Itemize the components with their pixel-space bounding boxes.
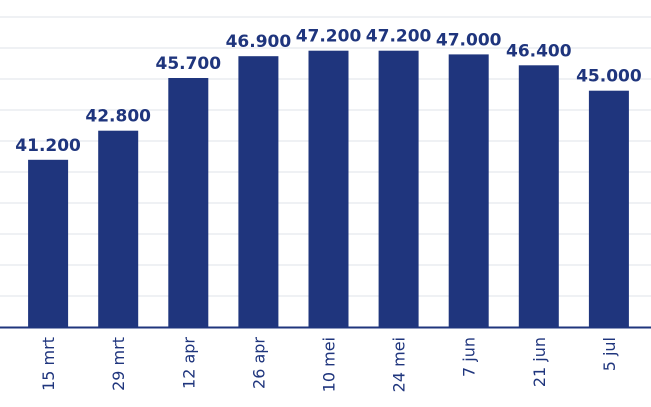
x-tick-label: 15 mrt — [39, 337, 58, 391]
bar-26-apr — [238, 56, 279, 327]
bar-7-jun — [448, 54, 489, 328]
bar-5-jul — [588, 90, 629, 327]
bar-10-mei — [308, 50, 349, 327]
x-tick-label: 21 jun — [530, 337, 549, 387]
x-tick-label: 7 jun — [460, 337, 479, 377]
bar-12-apr — [168, 78, 209, 327]
bar-29-mrt — [98, 130, 139, 327]
data-label: 41.200 — [15, 136, 81, 156]
data-label: 46.400 — [506, 41, 572, 61]
x-tick-label: 12 apr — [179, 337, 198, 389]
data-label: 46.900 — [226, 32, 292, 52]
data-label: 42.800 — [85, 107, 151, 127]
data-label: 45.700 — [155, 54, 221, 74]
x-tick-label: 29 mrt — [109, 337, 128, 391]
data-label: 47.200 — [366, 27, 432, 47]
x-tick-label: 24 mei — [390, 337, 409, 392]
x-tick-label: 5 jul — [600, 337, 619, 371]
bars — [28, 50, 629, 328]
x-tick-label: 10 mei — [320, 337, 339, 392]
data-label: 47.200 — [296, 27, 362, 47]
data-label: 45.000 — [576, 67, 642, 87]
bar-21-jun — [518, 65, 559, 328]
bar-15-mrt — [28, 159, 69, 327]
x-tick-label: 26 apr — [249, 337, 268, 389]
bar-24-mei — [378, 50, 419, 327]
data-label: 47.000 — [436, 30, 502, 50]
x-axis-tick-labels: 15 mrt 29 mrt 12 apr 26 apr 10 mei 24 mei 7 ju… — [39, 337, 619, 393]
